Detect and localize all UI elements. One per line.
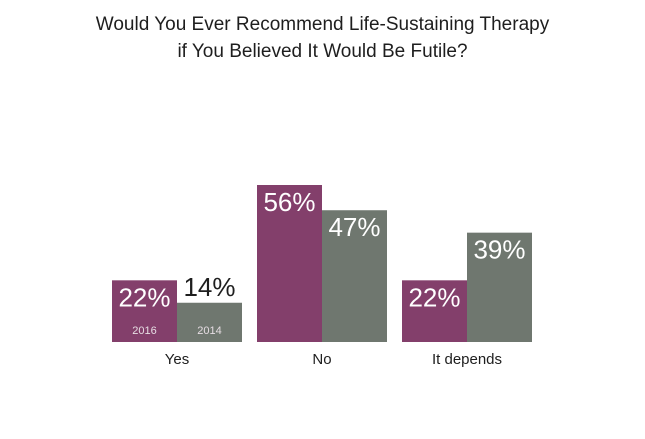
chart-title-line-1: Would You Ever Recommend Life-Sustaining… bbox=[95, 14, 550, 35]
bar-yes-2014 bbox=[177, 302, 242, 342]
bar-it-depends-2014 bbox=[467, 232, 532, 342]
bar-no-2014 bbox=[322, 210, 387, 342]
legend-label-2014: 2014 bbox=[197, 325, 221, 337]
data-label-no-2016: 56% bbox=[263, 187, 315, 217]
category-label-yes: Yes bbox=[165, 351, 189, 368]
data-label-yes-2016: 22% bbox=[118, 282, 170, 312]
data-label-it-depends-2016: 22% bbox=[408, 282, 460, 312]
legend-label-2016: 2016 bbox=[132, 325, 156, 337]
chart-title-line-2: if You Believed It Would Be Futile? bbox=[177, 41, 468, 62]
bar-no-2016 bbox=[257, 185, 322, 342]
category-label-it-depends: It depends bbox=[432, 351, 502, 368]
bar-it-depends-2016 bbox=[402, 280, 467, 342]
category-label-no: No bbox=[312, 351, 331, 368]
data-label-no-2014: 47% bbox=[328, 212, 380, 242]
data-label-it-depends-2014: 39% bbox=[473, 235, 525, 265]
data-label-yes-2014: 14% bbox=[183, 272, 235, 302]
bar-yes-2016 bbox=[112, 280, 177, 342]
